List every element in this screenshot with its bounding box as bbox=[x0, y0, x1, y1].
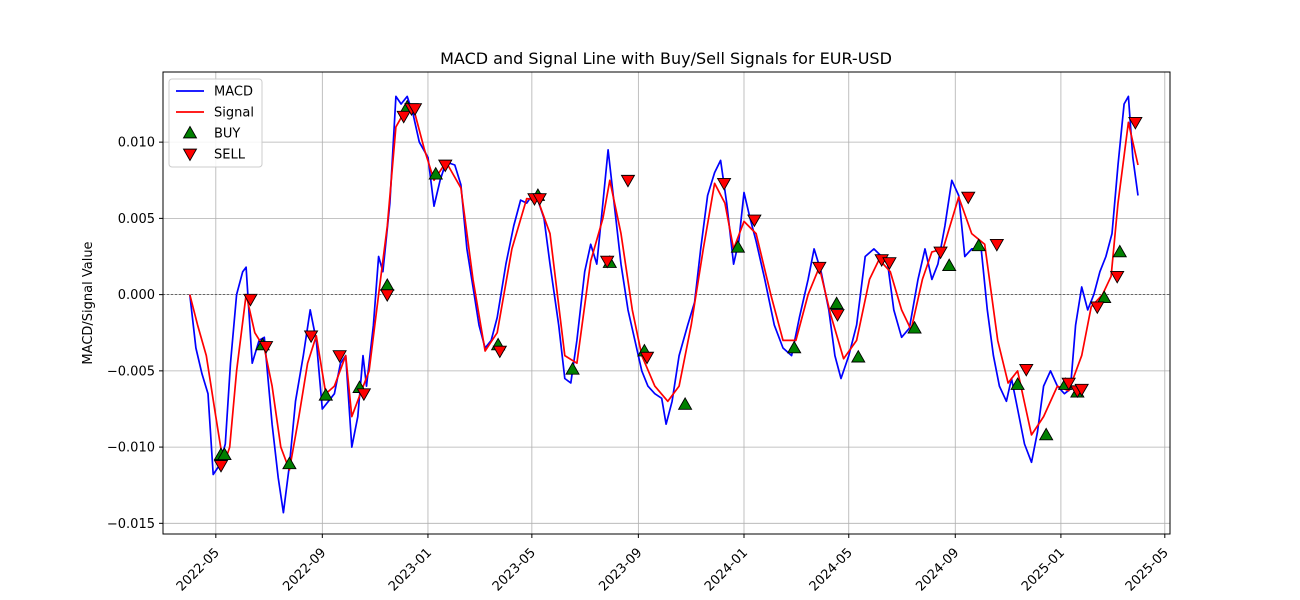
sell-marker bbox=[303, 330, 319, 344]
y-tick-label: −0.010 bbox=[107, 441, 155, 456]
sell-marker bbox=[1109, 270, 1125, 284]
y-tick-label: 0.000 bbox=[118, 288, 155, 303]
sell-marker bbox=[1089, 301, 1105, 315]
sell-marker bbox=[599, 255, 615, 269]
legend-box bbox=[168, 78, 263, 168]
series-layer bbox=[188, 95, 1139, 514]
y-tick-label: −0.005 bbox=[107, 364, 155, 379]
buy-marker bbox=[786, 340, 802, 354]
plot-frame bbox=[162, 71, 1171, 535]
sell-marker bbox=[960, 191, 976, 205]
sell-marker bbox=[492, 345, 508, 359]
sell-marker bbox=[620, 174, 636, 188]
sell-marker bbox=[1018, 364, 1034, 377]
legend-entry-macd-label: MACD bbox=[214, 85, 253, 100]
buy-marker bbox=[1112, 244, 1128, 258]
chart-title: MACD and Signal Line with Buy/Sell Signa… bbox=[440, 49, 892, 68]
sell-marker bbox=[747, 214, 762, 228]
legend: MACD Signal BUY SELL bbox=[168, 78, 263, 168]
sell-marker bbox=[639, 351, 655, 365]
marker-layer bbox=[213, 99, 1143, 473]
y-axis-label: MACD/Signal Value bbox=[81, 241, 96, 364]
legend-entry-buy-label: BUY bbox=[214, 127, 240, 142]
sell-marker bbox=[1128, 116, 1143, 130]
sell-marker bbox=[213, 460, 229, 473]
buy-marker bbox=[565, 361, 580, 375]
buy-marker bbox=[829, 296, 844, 310]
sell-marker bbox=[258, 341, 274, 354]
buy-marker bbox=[1096, 290, 1112, 303]
sell-marker bbox=[243, 293, 258, 307]
buy-marker bbox=[851, 349, 866, 363]
sell-marker bbox=[332, 350, 347, 364]
buy-marker bbox=[282, 456, 297, 470]
sell-marker bbox=[396, 110, 411, 124]
buy-marker bbox=[318, 387, 334, 401]
buy-marker bbox=[907, 320, 922, 334]
buy-marker bbox=[428, 166, 444, 180]
buy-marker bbox=[730, 239, 746, 253]
grid-layer bbox=[163, 72, 1170, 534]
sell-marker bbox=[989, 238, 1005, 252]
legend-entry-sell-label: SELL bbox=[214, 148, 246, 163]
sell-marker bbox=[1074, 383, 1089, 397]
y-tick-label: 0.005 bbox=[118, 212, 155, 227]
sell-marker bbox=[830, 309, 845, 322]
buy-marker bbox=[941, 258, 957, 271]
sell-marker bbox=[356, 388, 372, 402]
sell-marker bbox=[379, 289, 395, 303]
sell-marker bbox=[882, 257, 897, 271]
y-tick-label: −0.015 bbox=[107, 517, 155, 532]
sell-marker bbox=[532, 193, 547, 206]
buy-marker bbox=[1010, 377, 1025, 390]
sell-marker bbox=[812, 261, 827, 275]
buy-marker bbox=[217, 447, 232, 461]
legend-entry-sell-swatch bbox=[182, 148, 198, 162]
legend-entry-buy-swatch bbox=[182, 125, 198, 139]
sell-marker bbox=[437, 159, 453, 173]
sell-marker bbox=[407, 103, 423, 117]
buy-marker bbox=[971, 238, 986, 252]
buy-marker bbox=[1038, 427, 1054, 441]
signal-line bbox=[188, 106, 1139, 471]
y-tick-label: 0.010 bbox=[118, 136, 155, 151]
y-axis: −0.015 −0.010 −0.005 0.000 0.005 0.010 bbox=[107, 136, 163, 532]
buy-marker bbox=[677, 396, 693, 410]
sell-marker bbox=[716, 177, 732, 191]
sell-marker bbox=[933, 246, 948, 260]
sell-marker bbox=[1061, 377, 1076, 391]
legend-entry-signal-label: Signal bbox=[214, 106, 254, 121]
